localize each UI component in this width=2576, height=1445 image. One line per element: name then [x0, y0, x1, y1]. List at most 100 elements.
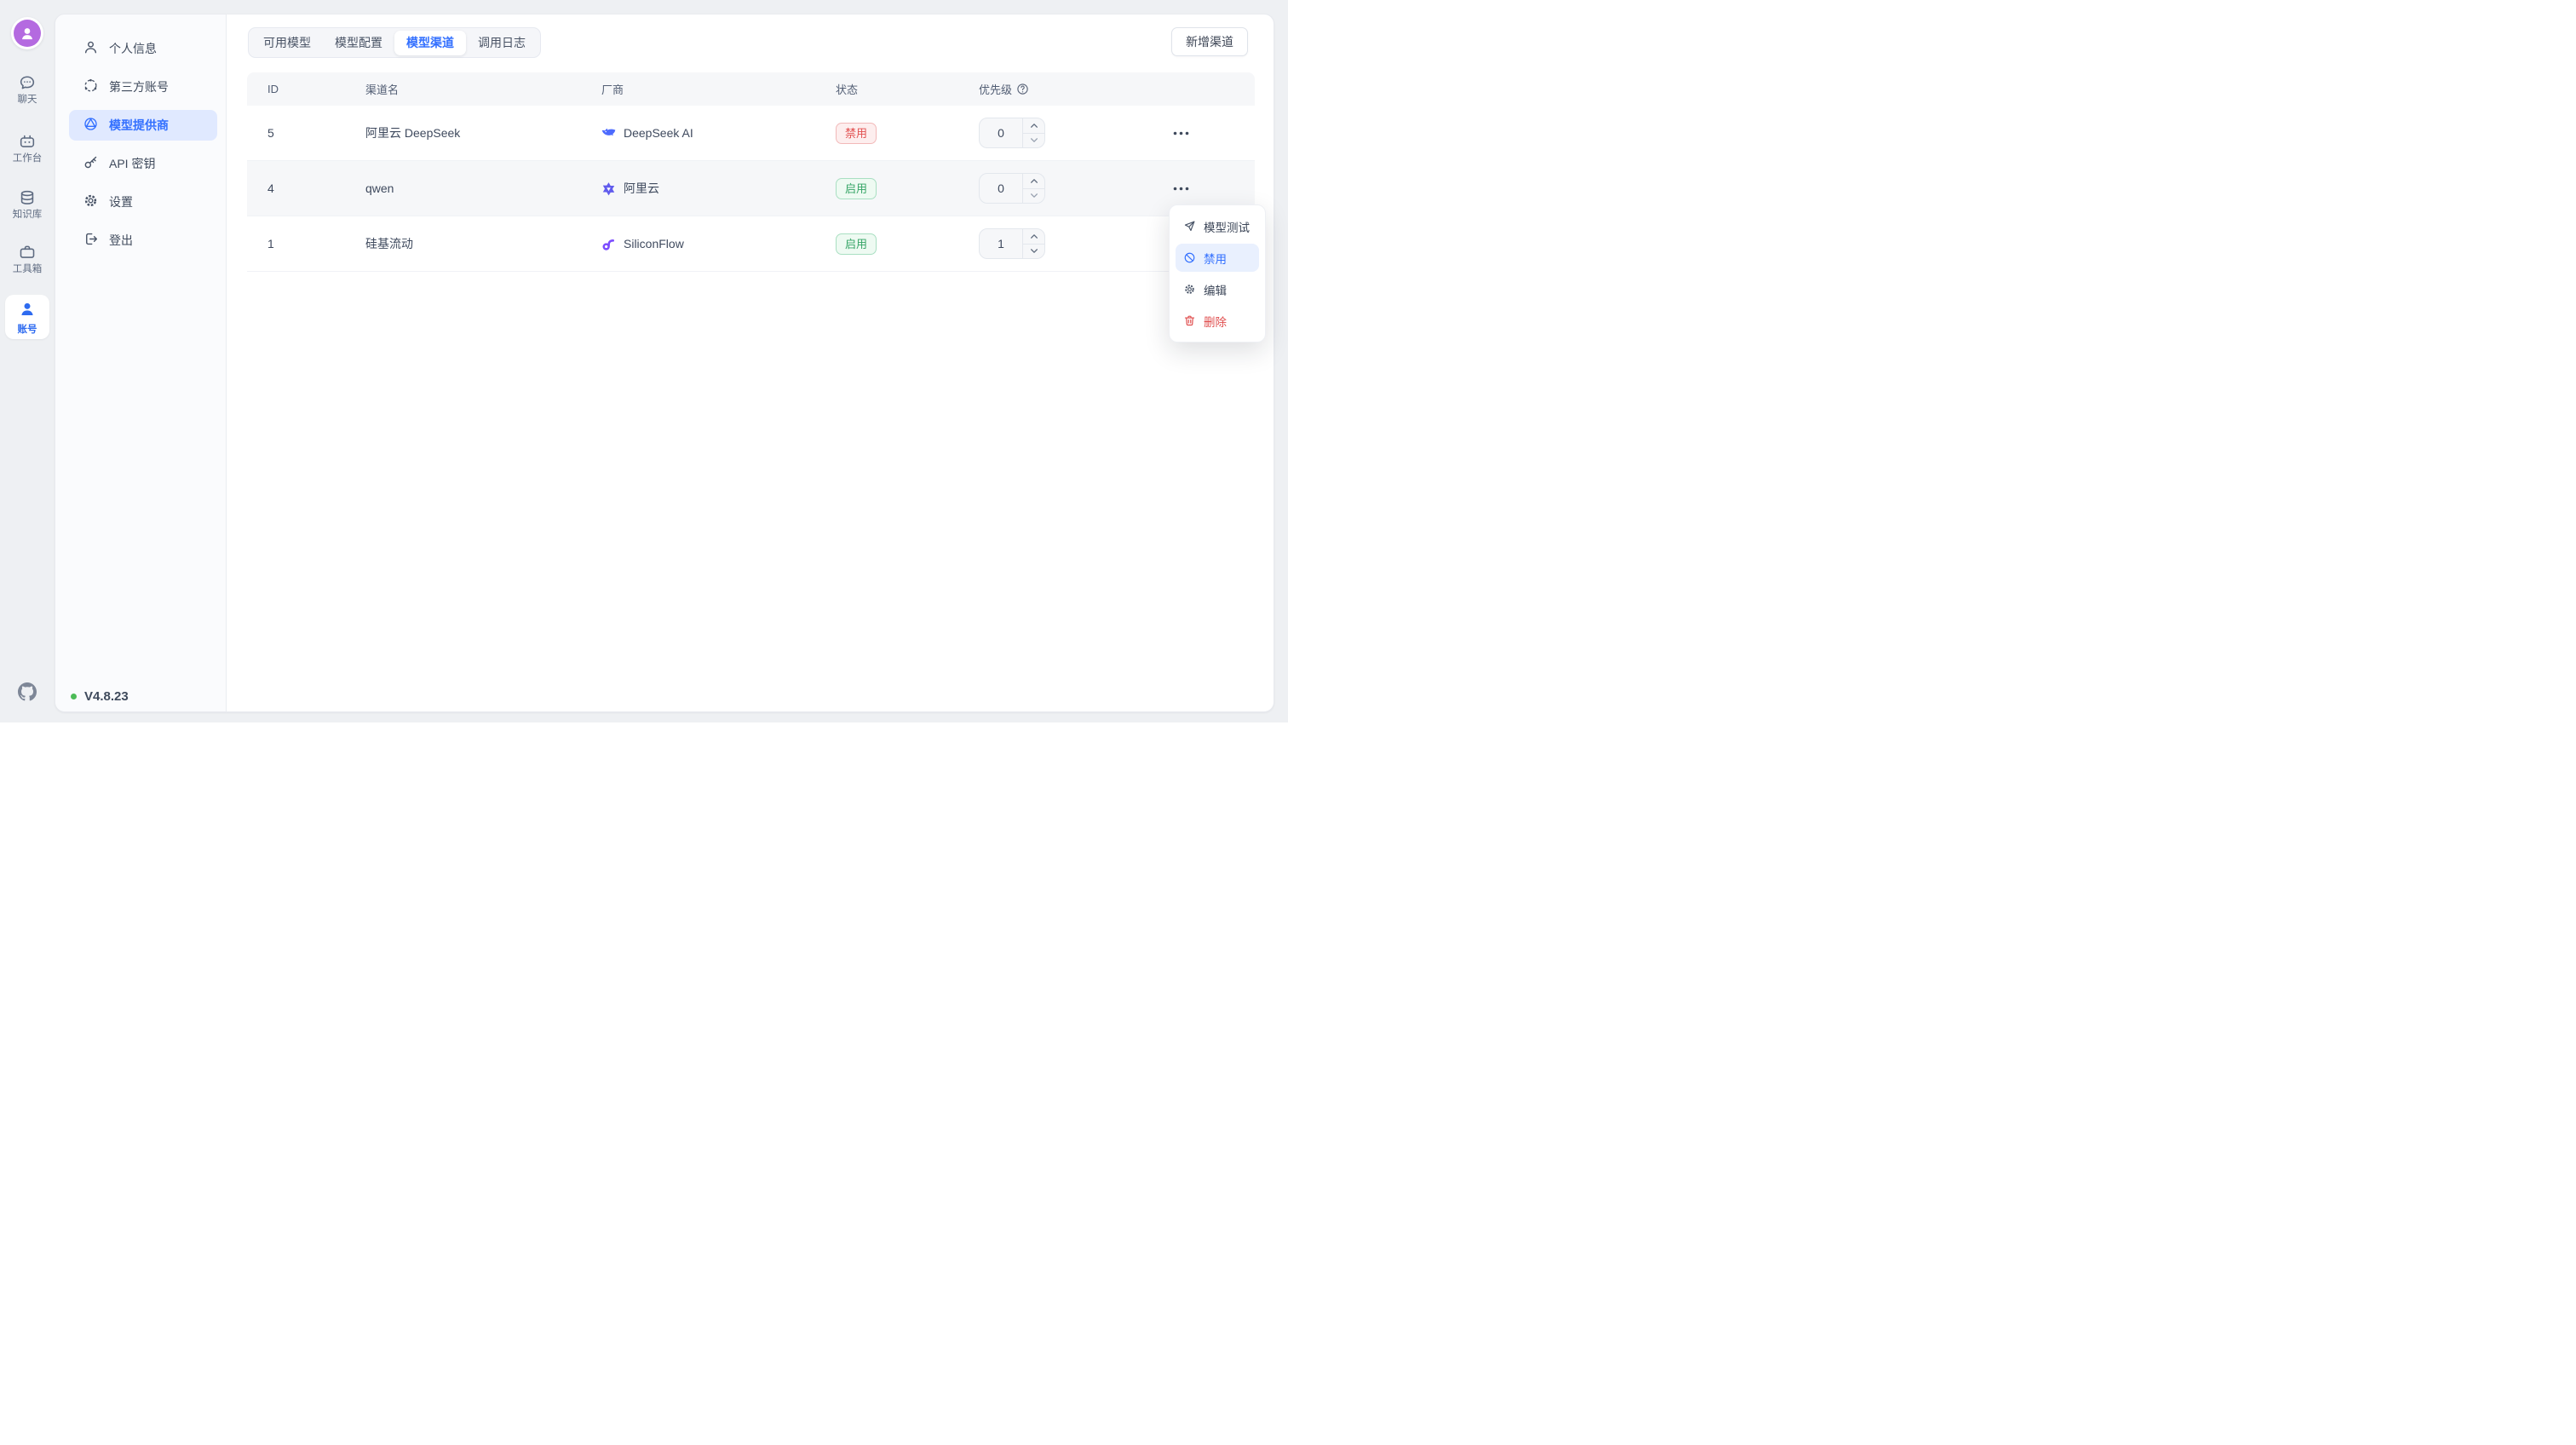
priority-value[interactable]: 1 [998, 237, 1004, 250]
model-tabs: 可用模型 模型配置 模型渠道 调用日志 [248, 27, 541, 58]
stepper-up-icon[interactable] [1023, 174, 1044, 188]
row-more-icon[interactable] [1170, 181, 1193, 196]
sidebar-item-third-party[interactable]: 第三方账号 [69, 72, 217, 102]
account-sidebar: 个人信息 第三方账号 模型提供商 API 密钥 设置 登出 [55, 14, 227, 711]
sidebar-item-api-keys[interactable]: API 密钥 [69, 148, 217, 179]
tab-label: 模型配置 [335, 36, 382, 49]
rail-item-workbench[interactable]: 工作台 [0, 132, 55, 164]
tab-available-models[interactable]: 可用模型 [251, 31, 323, 55]
rail-item-chat[interactable]: 聊天 [0, 73, 55, 105]
send-icon [1183, 220, 1196, 233]
cell-vendor-name: 阿里云 [624, 181, 659, 195]
column-header-vendor: 厂商 [601, 83, 624, 96]
qwen-alibaba-icon [601, 181, 616, 196]
gear-icon [1183, 283, 1196, 296]
menu-item-edit[interactable]: 编辑 [1176, 275, 1259, 303]
app-window: 聊天 工作台 知识库 工具箱 账号 [0, 0, 1288, 722]
siliconflow-icon [601, 237, 616, 251]
rail-item-knowledge[interactable]: 知识库 [0, 188, 55, 220]
help-circle-icon[interactable] [1016, 83, 1029, 95]
rail-item-label: 工作台 [12, 153, 43, 164]
chat-icon [18, 73, 37, 92]
ban-icon [1183, 251, 1196, 264]
sidebar-item-settings[interactable]: 设置 [69, 187, 217, 217]
sidebar-item-label: 第三方账号 [109, 80, 169, 94]
priority-stepper[interactable]: 0 [979, 118, 1045, 148]
rail-item-label: 聊天 [17, 95, 37, 105]
logout-icon [83, 231, 99, 250]
version-status-dot [71, 694, 77, 699]
cell-channel-name: qwen [365, 181, 394, 195]
user-icon [83, 39, 99, 58]
avatar-user-icon [14, 20, 41, 47]
deepseek-icon [601, 126, 616, 141]
cell-channel-name: 阿里云 DeepSeek [365, 126, 461, 140]
cell-id: 1 [267, 237, 274, 250]
status-badge: 禁用 [836, 122, 877, 144]
stepper-up-icon[interactable] [1023, 118, 1044, 133]
menu-item-disable[interactable]: 禁用 [1176, 244, 1259, 272]
rail-item-account[interactable]: 账号 [5, 295, 49, 339]
stepper-down-icon[interactable] [1023, 187, 1044, 204]
menu-item-delete[interactable]: 删除 [1176, 307, 1259, 335]
stepper-down-icon[interactable] [1023, 243, 1044, 259]
cell-vendor-name: SiliconFlow [624, 237, 684, 250]
key-icon [83, 154, 99, 173]
share-network-icon [83, 78, 99, 96]
tab-label: 可用模型 [263, 36, 311, 49]
priority-stepper[interactable]: 1 [979, 228, 1045, 259]
sidebar-item-label: 登出 [109, 233, 133, 247]
tab-model-channels[interactable]: 模型渠道 [394, 30, 466, 55]
menu-item-label: 禁用 [1204, 252, 1227, 266]
tab-label: 调用日志 [478, 36, 526, 49]
table-row: 1 硅基流动 SiliconFlow 启用 1 [247, 216, 1255, 272]
menu-item-label: 编辑 [1204, 284, 1227, 297]
table-row: 5 阿里云 DeepSeek DeepSeek AI 禁用 0 [247, 106, 1255, 161]
sidebar-item-logout[interactable]: 登出 [69, 225, 217, 256]
version-indicator[interactable]: V4.8.23 [71, 689, 129, 704]
priority-value[interactable]: 0 [998, 181, 1004, 195]
gear-icon [83, 193, 99, 211]
stepper-down-icon[interactable] [1023, 132, 1044, 148]
column-header-id: ID [267, 83, 279, 95]
knowledge-database-icon [18, 188, 37, 207]
cell-id: 4 [267, 181, 274, 195]
row-context-menu: 模型测试 禁用 编辑 删除 [1169, 204, 1266, 343]
sidebar-item-model-provider[interactable]: 模型提供商 [69, 110, 217, 141]
tab-model-config[interactable]: 模型配置 [323, 31, 394, 55]
avatar[interactable] [11, 17, 43, 49]
toolbox-icon [18, 243, 37, 262]
status-badge: 启用 [836, 233, 877, 255]
workbench-robot-icon [18, 132, 37, 151]
cell-vendor-name: DeepSeek AI [624, 126, 693, 140]
stepper-up-icon[interactable] [1023, 229, 1044, 244]
column-header-status: 状态 [836, 83, 859, 96]
column-header-priority: 优先级 [979, 83, 1013, 96]
github-icon[interactable] [18, 682, 37, 705]
sidebar-item-label: API 密钥 [109, 157, 156, 170]
main-card: 个人信息 第三方账号 模型提供商 API 密钥 设置 登出 [55, 14, 1274, 712]
menu-item-model-test[interactable]: 模型测试 [1176, 212, 1259, 240]
status-badge: 启用 [836, 177, 877, 199]
add-channel-label: 新增渠道 [1186, 35, 1233, 49]
sidebar-item-personal-info[interactable]: 个人信息 [69, 33, 217, 64]
menu-item-label: 模型测试 [1204, 221, 1250, 234]
sidebar-item-label: 设置 [109, 195, 133, 209]
row-more-icon[interactable] [1170, 126, 1193, 141]
tab-call-logs[interactable]: 调用日志 [466, 31, 538, 55]
tab-label: 模型渠道 [406, 36, 454, 49]
version-text: V4.8.23 [84, 689, 129, 704]
table-row: 4 qwen 阿里云 启用 0 [247, 161, 1255, 216]
sidebar-item-label: 个人信息 [109, 42, 157, 55]
table-header-row: ID 渠道名 厂商 状态 优先级 [247, 72, 1255, 106]
rail-item-label: 知识库 [12, 210, 43, 220]
cell-id: 5 [267, 126, 274, 140]
priority-value[interactable]: 0 [998, 126, 1004, 140]
cell-channel-name: 硅基流动 [365, 237, 413, 250]
priority-stepper[interactable]: 0 [979, 173, 1045, 204]
rail-item-toolbox[interactable]: 工具箱 [0, 243, 55, 274]
trash-icon [1183, 314, 1196, 327]
add-channel-button[interactable]: 新增渠道 [1171, 27, 1248, 56]
rail-item-label: 账号 [17, 324, 37, 335]
model-provider-icon [83, 116, 99, 135]
